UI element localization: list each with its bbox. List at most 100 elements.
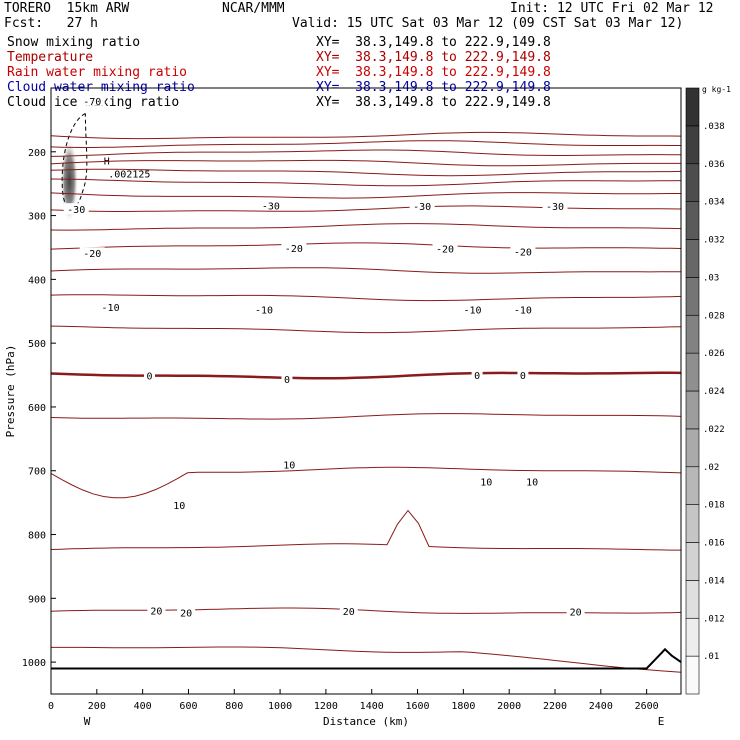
y-axis-label: Pressure (hPa) [4,345,17,438]
contour-label: -70 [83,97,101,108]
contour-label: 20 [150,606,162,617]
field-label-cloud-water: Cloud water mixing ratio [7,80,195,95]
contour-label: -10 [102,303,120,314]
terrain-line [51,647,682,670]
contour-label-bg [460,303,486,315]
contour-label-bg [147,604,166,616]
west-label: W [84,715,91,728]
contour-label: -30 [262,201,280,212]
colorbar-segment [685,655,700,695]
colorbar-segment [685,580,700,619]
isotherm-10 [50,466,682,499]
terrain-surface [51,647,682,670]
isotherm-5 [50,413,682,420]
x-tick-label: 1000 [268,701,292,712]
contour-label-bg [280,458,299,470]
center-title: NCAR/MMM [222,1,285,16]
x-tick-label: 400 [134,701,152,712]
colorbar-segment [685,352,700,392]
contour-label: -10 [255,305,273,316]
model-title: TORERO 15km ARW [4,1,130,16]
contour-label: 0 [146,372,152,383]
contour-label: 10 [480,478,492,489]
x-tick-label: 2400 [589,701,613,712]
contour-label-bg [281,372,293,384]
x-tick-label: 1600 [405,701,429,712]
colorbar-tick-label: .026 [703,349,725,359]
colorbar-tick-label: .038 [703,122,725,132]
contour-label: -20 [514,247,532,258]
isotherm-labels: -70 -30 -30 -30 -30 -20 -20 -20 -20 -10 -10 -10 -10 0… [63,94,585,619]
isotherm-25 [51,646,682,673]
contour-label-bg [63,203,89,215]
contour-label-bg [517,369,529,381]
y-tick-label: 400 [28,275,46,286]
contour-label-bg [79,94,105,106]
colorbar-segment [685,277,700,316]
contour-label: 20 [180,608,192,619]
field-xy-rain: XY= 38.3,149.8 to 222.9,149.8 [316,65,551,80]
x-tick-label: 2600 [635,701,659,712]
field-xy-temperature: XY= 38.3,149.8 to 222.9,149.8 [316,50,551,65]
x-tick-label: 0 [48,701,54,712]
snow-contour-label: .002125 [108,169,150,180]
contour-label-bg [523,475,542,487]
contour-label-bg [98,300,124,312]
contour-label-bg [409,200,435,212]
field-label-temperature: Temperature [7,50,94,65]
colorbar-tick-label: .03 [703,273,719,283]
colorbar-segment [685,617,700,657]
contour-label-bg [510,245,536,257]
y-tick-label: 900 [28,594,46,605]
contour-label-bg [432,242,458,254]
init-time: Init: 12 UTC Fri 02 Mar 12 [510,1,714,16]
contour-label-bg [251,303,277,315]
contour-label: -30 [413,202,431,213]
contour-label: -10 [514,305,532,316]
colorbar-segment [685,239,700,278]
x-tick-label: 1800 [451,701,475,712]
x-tick-label: 1400 [360,701,384,712]
contour-label: -10 [463,305,481,316]
contour-label: -20 [436,245,454,256]
contour-label-bg [471,369,483,381]
isotherm--5 [50,325,682,334]
x-tick-label: 800 [225,701,243,712]
contour-label: -30 [67,205,85,216]
colorbar-segment [685,163,700,202]
colorbar-tick-label: .028 [703,311,725,321]
contour-label-bg [170,499,189,511]
contour-label: -30 [546,202,564,213]
contour-label: 10 [173,501,185,512]
high-marker-label: H [104,157,110,168]
isotherm--60 [50,140,681,148]
east-label: E [658,715,665,728]
y-tick-label: 1000 [22,658,46,669]
contour-label-bg [79,247,105,259]
contour-label: 0 [474,371,480,382]
contour-label-bg [177,606,196,618]
colorbar-tick-label: .012 [703,614,725,624]
field-label-snow: Snow mixing ratio [7,35,141,50]
contour-label: 0 [520,371,526,382]
contour-label: -20 [83,249,101,260]
colorbar-segment [685,428,700,468]
colorbar-segment [685,466,700,505]
x-axis-label: Distance (km) [323,715,409,728]
colorbar-tick-label: .016 [703,539,725,549]
colorbar-tick-label: .034 [703,198,725,208]
y-tick-label: 200 [28,148,46,159]
isotherm--25 [50,223,682,231]
colorbar-segment [685,390,700,430]
field-xy-cloud-ice: XY= 38.3,149.8 to 222.9,149.8 [316,95,551,110]
isotherm--50 [50,159,681,167]
isotherm-0 [50,371,682,380]
colorbar-segment [685,87,700,127]
x-tick-label: 600 [179,701,197,712]
colorbar-segment [685,504,700,543]
isotherm--10 [50,294,682,302]
plot-frame [50,87,682,695]
colorbar-segment [685,314,700,354]
isotherm--45 [50,168,682,177]
